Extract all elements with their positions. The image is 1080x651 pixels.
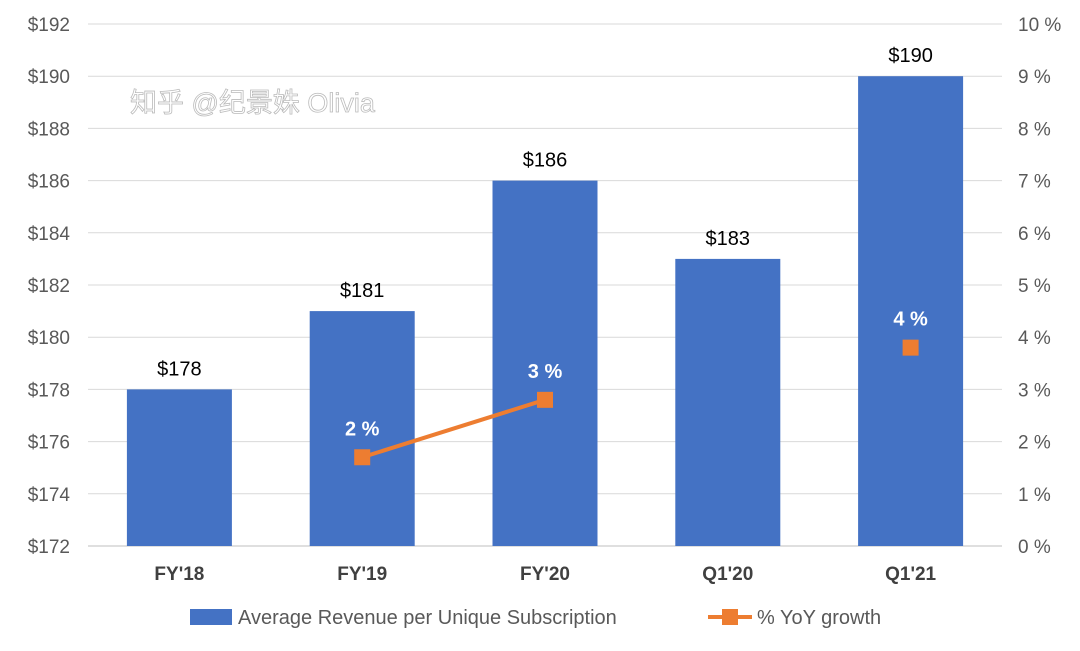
legend-marker-swatch — [722, 609, 738, 625]
y-tick-label: $186 — [28, 172, 70, 193]
bar — [309, 311, 415, 546]
y-tick-label: $174 — [28, 485, 71, 506]
growth-marker — [354, 449, 371, 466]
y-tick-label: $172 — [28, 537, 70, 558]
y2-tick-label: 4 % — [1018, 328, 1051, 349]
growth-data-label: 2 % — [345, 418, 380, 440]
y2-tick-label: 8 % — [1018, 119, 1051, 140]
y-tick-label: $192 — [28, 15, 70, 36]
watermark: 知乎 @纪景姝 Olivia — [130, 88, 376, 118]
x-tick-label: Q1'20 — [702, 564, 753, 585]
bar — [492, 180, 598, 546]
y2-tick-label: 1 % — [1018, 485, 1051, 506]
y2-tick-label: 6 % — [1018, 224, 1051, 245]
y-tick-label: $188 — [28, 119, 70, 140]
y2-tick-label: 2 % — [1018, 433, 1051, 454]
x-tick-label: FY'19 — [337, 564, 387, 585]
y-tick-label: $182 — [28, 276, 70, 297]
legend-label: Average Revenue per Unique Subscription — [238, 607, 617, 629]
bar-data-label: $186 — [523, 150, 568, 172]
bar-data-label: $178 — [157, 358, 202, 380]
bar — [858, 76, 964, 546]
bar — [675, 258, 781, 546]
y2-tick-label: 10 % — [1018, 15, 1061, 36]
y2-tick-label: 9 % — [1018, 67, 1051, 88]
y-tick-label: $190 — [28, 67, 70, 88]
growth-data-label: 4 % — [893, 309, 928, 331]
x-tick-label: FY'18 — [154, 564, 204, 585]
y-tick-label: $180 — [28, 328, 70, 349]
y2-tick-label: 7 % — [1018, 172, 1051, 193]
y-tick-label: $184 — [28, 224, 71, 245]
x-tick-label: Q1'21 — [885, 564, 936, 585]
bar-data-label: $183 — [706, 228, 751, 250]
growth-marker — [537, 391, 553, 408]
legend-bar-swatch — [190, 609, 232, 625]
growth-marker — [902, 339, 919, 356]
y-tick-label: $176 — [28, 433, 70, 454]
y2-tick-label: 3 % — [1018, 380, 1051, 401]
legend-label: % YoY growth — [757, 607, 881, 629]
y2-tick-label: 5 % — [1018, 276, 1051, 297]
growth-line — [361, 397, 546, 460]
bar-data-label: $181 — [340, 280, 385, 302]
y2-tick-label: 0 % — [1018, 537, 1051, 558]
x-tick-label: FY'20 — [520, 564, 570, 585]
bar — [126, 389, 232, 546]
bar-data-label: $190 — [888, 45, 933, 67]
growth-data-label: 3 % — [528, 361, 563, 383]
y-tick-label: $178 — [28, 380, 70, 401]
